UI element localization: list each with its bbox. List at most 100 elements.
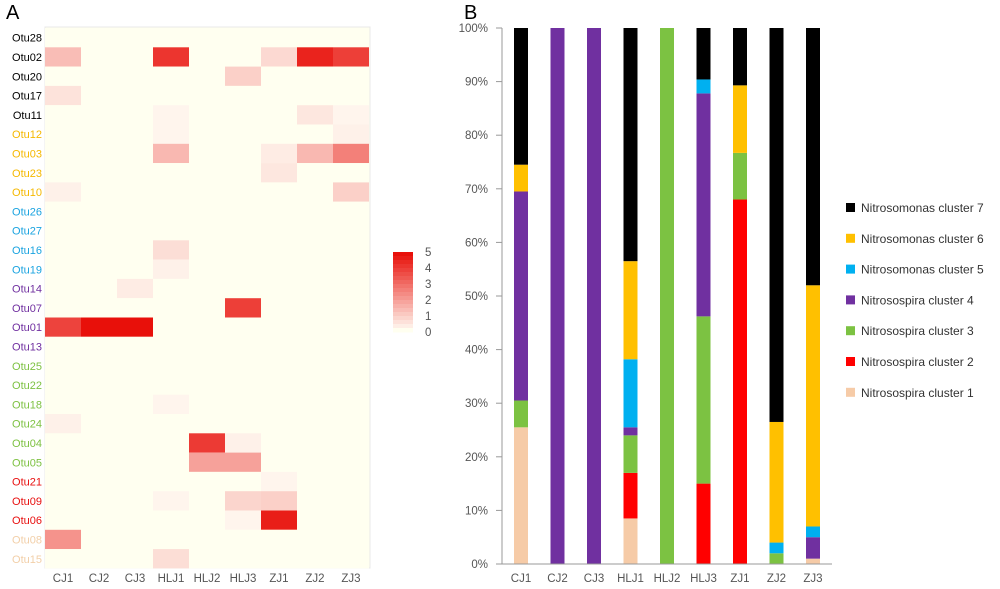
heatmap-cell [81,452,117,472]
heatmap-cell [333,394,369,414]
heatmap-row-label: Otu08 [12,534,42,546]
heatmap-cell [297,182,333,202]
heatmap-cell [81,529,117,550]
heatmap-cell [261,510,297,530]
heatmap-cell [333,433,369,453]
legend: Nitrosomonas cluster 7 Nitrosomonas clust… [846,201,984,400]
panel-label-b: B [464,2,477,24]
heatmap-cell [117,510,153,530]
heatmap-cell [333,529,369,550]
heatmap-cell [225,414,261,434]
heatmap-cell [153,375,189,395]
bar-segment [514,400,528,428]
heatmap-row-label: Otu25 [12,361,42,373]
heatmap-cell [261,278,297,299]
heatmap-cell [297,471,333,492]
heatmap-cell [225,240,261,260]
legend-label: Nitrosomonas cluster 5 [861,263,984,277]
colorbar-tick-label: 2 [425,295,431,307]
heatmap-cell [45,375,81,395]
bar-segment [623,472,638,519]
heatmap-cell [189,66,225,86]
x-tick-label: ZJ3 [803,573,822,585]
bar-segment [623,518,638,564]
heatmap-cell [297,105,333,125]
heatmap-cell [153,452,189,472]
heatmap-cell [117,240,153,260]
heatmap-cell [189,124,225,144]
bar-segment [769,553,784,564]
heatmap-cell [153,433,189,453]
x-tick-label: ZJ2 [767,573,786,585]
heatmap-cell [45,491,81,511]
heatmap-cell [117,259,153,279]
heatmap-cell [117,66,153,86]
heatmap-cell [261,85,297,106]
colorbar-swatch [393,284,413,289]
heatmap-cell [45,85,81,106]
heatmap-cell [81,85,117,106]
heatmap-cell [261,143,297,164]
x-tick-label: HLJ3 [690,573,717,585]
heatmap-cell [225,452,261,472]
colorbar-swatch [393,264,413,269]
heatmap-row-label: Otu19 [12,264,42,276]
heatmap-cell [81,28,117,48]
heatmap-cell [81,221,117,241]
colorbar-swatch [393,300,413,305]
heatmap-cell [153,221,189,241]
heatmap-cell [189,356,225,376]
heatmap-cell [189,278,225,299]
heatmap-cell [261,47,297,67]
heatmap-cell [117,105,153,125]
heatmap-cell [189,433,225,453]
heatmap-row-label: Otu03 [12,148,42,160]
heatmap-cell [45,298,81,318]
bar-segment [696,28,711,80]
heatmap-cell [297,356,333,376]
heatmap-column-label: CJ2 [89,573,109,585]
heatmap-cell [225,317,261,337]
heatmap-row-label: Otu14 [12,284,42,296]
heatmap-cell [225,85,261,106]
heatmap-cell [225,28,261,48]
heatmap-cell [261,182,297,202]
y-tick-label: 100% [459,23,488,35]
colorbar: 5 4 3 2 1 0 [393,247,432,339]
heatmap-cell [189,336,225,357]
heatmap-cell [297,47,333,67]
heatmap-cell [333,375,369,395]
heatmap-cell [81,66,117,86]
heatmap-cell [117,163,153,183]
heatmap-cell [333,240,369,260]
heatmap-cell [117,491,153,511]
heatmap-cell [189,47,225,67]
heatmap-cell [45,510,81,530]
heatmap-cell [261,375,297,395]
heatmap-cell [189,317,225,337]
heatmap-cell [261,105,297,125]
bar-segment [550,28,565,564]
heatmap-cell [225,510,261,530]
heatmap-cell [153,298,189,318]
colorbar-tick-label: 4 [425,263,432,275]
heatmap-cell [153,471,189,492]
heatmap-cell [117,182,153,202]
legend-label: Nitrosospira cluster 2 [861,355,974,369]
heatmap-cell [81,433,117,453]
heatmap-cell [45,336,81,357]
heatmap-cell [333,491,369,511]
bar-segment [806,526,820,538]
heatmap-cell [333,452,369,472]
heatmap-cell [261,66,297,86]
heatmap-cell [261,28,297,48]
heatmap-cell [225,298,261,318]
heatmap-cell [261,201,297,221]
heatmap-cell [261,433,297,453]
heatmap-row-label: Otu06 [12,515,42,527]
heatmap-cell [225,356,261,376]
legend-swatch [846,387,855,397]
bar-segment [514,191,528,401]
heatmap-cell [261,124,297,144]
bar-segment [733,85,747,153]
